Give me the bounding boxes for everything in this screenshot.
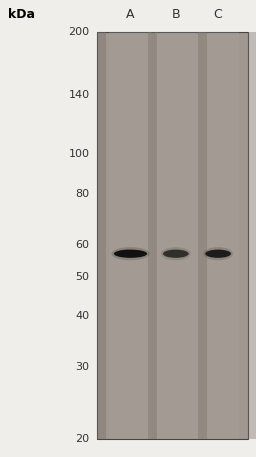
Ellipse shape — [117, 250, 134, 255]
Bar — [155, 32, 197, 439]
Text: 140: 140 — [68, 90, 90, 100]
Bar — [97, 32, 106, 439]
Bar — [148, 32, 157, 439]
Text: 200: 200 — [68, 27, 90, 37]
Text: C: C — [214, 8, 222, 21]
Bar — [197, 32, 239, 439]
Text: kDa: kDa — [8, 8, 35, 21]
Bar — [198, 32, 207, 439]
Text: 100: 100 — [69, 149, 90, 159]
Ellipse shape — [111, 247, 150, 260]
Text: 80: 80 — [76, 189, 90, 199]
Bar — [97, 32, 248, 439]
Text: 50: 50 — [76, 272, 90, 282]
Ellipse shape — [161, 247, 190, 260]
Bar — [109, 32, 152, 439]
Bar — [248, 32, 256, 439]
Ellipse shape — [163, 250, 189, 258]
Text: A: A — [126, 8, 135, 21]
Text: 40: 40 — [76, 311, 90, 321]
Text: 60: 60 — [76, 239, 90, 250]
Ellipse shape — [114, 250, 147, 258]
Text: 20: 20 — [76, 434, 90, 444]
Text: 30: 30 — [76, 362, 90, 372]
Ellipse shape — [203, 247, 233, 260]
Ellipse shape — [205, 250, 231, 258]
Text: B: B — [172, 8, 180, 21]
